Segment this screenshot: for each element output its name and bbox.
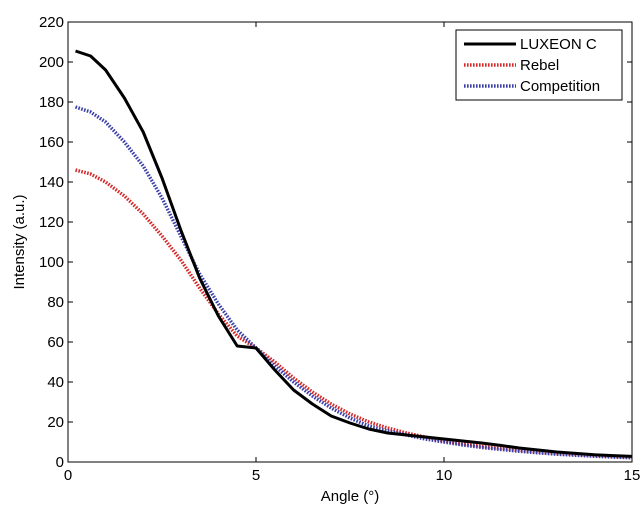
y-tick-label: 140 bbox=[39, 174, 64, 191]
y-tick-label: 200 bbox=[39, 54, 64, 71]
legend-label: LUXEON C bbox=[520, 36, 597, 53]
series-line-rebel bbox=[75, 168, 633, 460]
series-line-competition bbox=[74, 105, 633, 460]
x-axis-ticks: 0 5 10 15 bbox=[64, 22, 641, 484]
legend-label: Competition bbox=[520, 78, 600, 95]
y-axis-label: Intensity (a.u.) bbox=[11, 194, 28, 289]
x-axis-label: Angle (°) bbox=[321, 488, 380, 505]
y-tick-label: 80 bbox=[47, 294, 64, 311]
legend-box bbox=[455, 29, 623, 101]
y-tick-label: 160 bbox=[39, 134, 64, 151]
x-tick-label: 10 bbox=[436, 467, 453, 484]
y-tick-label: 60 bbox=[47, 334, 64, 351]
y-tick-label: 120 bbox=[39, 214, 64, 231]
y-axis-ticks: 0 20 40 60 80 100 120 140 160 180 200 220 bbox=[39, 14, 632, 471]
plot-area bbox=[67, 21, 633, 463]
y-tick-label: 40 bbox=[47, 374, 64, 391]
y-tick-label: 180 bbox=[39, 94, 64, 111]
x-tick-label: 5 bbox=[252, 467, 260, 484]
legend-label: Rebel bbox=[520, 57, 559, 74]
y-tick-label: 0 bbox=[56, 454, 64, 471]
legend: LUXEON C Rebel Competition bbox=[455, 29, 623, 101]
y-tick-label: 220 bbox=[39, 14, 64, 31]
x-tick-label: 15 bbox=[624, 467, 641, 484]
series-line-luxeon-c bbox=[75, 49, 633, 458]
x-tick-label: 0 bbox=[64, 467, 72, 484]
series-layer bbox=[74, 49, 633, 460]
y-tick-label: 100 bbox=[39, 254, 64, 271]
plot-border bbox=[67, 21, 633, 463]
y-tick-label: 20 bbox=[47, 414, 64, 431]
